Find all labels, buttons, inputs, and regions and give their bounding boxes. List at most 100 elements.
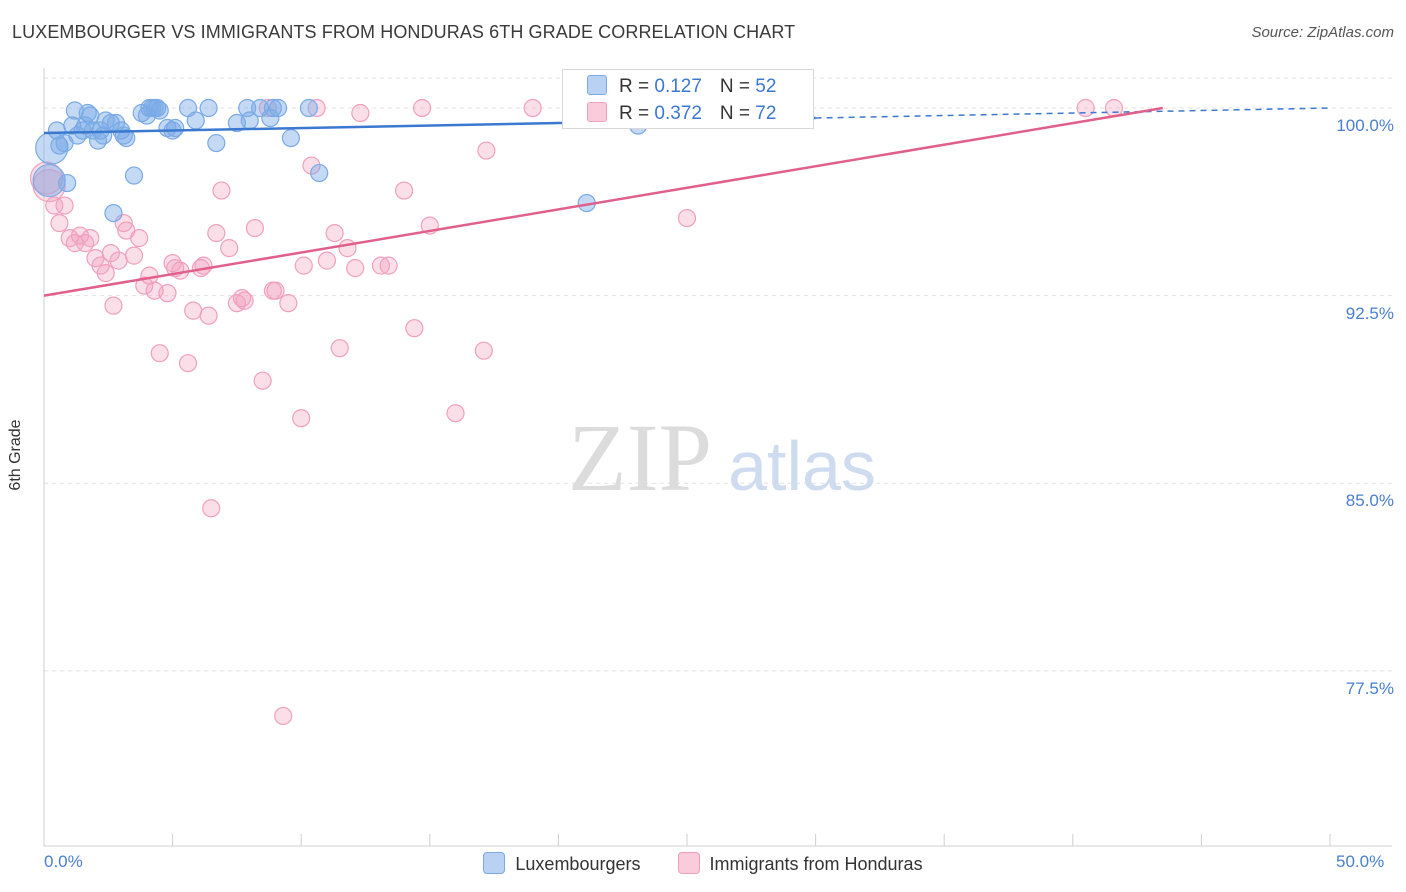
data-point-honduras — [274, 706, 293, 726]
data-point-honduras — [76, 234, 95, 253]
data-point-honduras — [55, 196, 74, 215]
data-point-luxembourgers — [268, 98, 288, 118]
y-tick-label: 100.0% — [1336, 116, 1394, 136]
data-point-honduras — [245, 218, 265, 238]
legend-r-value: 0.127 — [654, 76, 702, 97]
legend-n-value: 72 — [755, 103, 777, 124]
data-point-honduras — [338, 239, 357, 258]
data-point-luxembourgers — [148, 98, 167, 118]
data-point-luxembourgers — [117, 128, 136, 148]
data-point-honduras — [135, 276, 154, 295]
chart-source: Source: ZipAtlas.com — [1251, 24, 1394, 41]
gridlines — [44, 77, 1392, 672]
data-point-luxembourgers — [150, 101, 169, 120]
data-point-honduras — [235, 291, 254, 310]
data-point-honduras — [207, 224, 226, 243]
data-point-honduras — [394, 181, 414, 200]
legend-r-label: R = — [619, 103, 655, 124]
data-point-luxembourgers — [78, 103, 97, 123]
legend-label: Luxembourgers — [515, 854, 641, 874]
data-point-honduras — [677, 208, 697, 228]
data-point-honduras — [81, 229, 100, 248]
x-tick-label-min: 0.0% — [44, 852, 83, 871]
data-point-honduras — [371, 256, 391, 275]
watermark-atlas: atlas — [728, 427, 876, 505]
data-point-luxembourgers — [81, 106, 100, 125]
watermark-zip: ZIP — [568, 404, 712, 511]
data-point-luxembourgers — [281, 128, 301, 148]
trend-line-luxembourgers-extension — [815, 107, 1331, 119]
data-point-luxembourgers — [158, 118, 177, 138]
data-point-luxembourgers — [207, 133, 226, 153]
data-point-luxembourgers — [32, 163, 66, 198]
data-point-honduras — [101, 244, 120, 263]
series-legend: Luxembourgers Immigrants from Honduras — [0, 852, 1406, 875]
trend-lines — [43, 106, 1331, 297]
data-point-honduras — [104, 296, 123, 315]
data-point-honduras — [232, 289, 252, 308]
data-point-luxembourgers — [73, 121, 92, 140]
data-point-honduras — [474, 341, 493, 360]
data-point-luxembourgers — [63, 116, 82, 135]
data-point-honduras — [184, 301, 203, 320]
legend-n-label: N = — [719, 103, 756, 124]
data-point-honduras — [317, 251, 337, 270]
data-point-luxembourgers — [50, 136, 69, 155]
data-point-honduras — [523, 98, 542, 118]
data-point-honduras — [253, 371, 272, 390]
data-point-luxembourgers — [124, 166, 144, 185]
legend-item-honduras: Immigrants from Honduras — [677, 852, 923, 875]
data-point-honduras — [96, 264, 115, 283]
data-point-honduras — [163, 254, 182, 273]
data-point-honduras — [194, 256, 213, 275]
data-point-honduras — [158, 284, 177, 303]
data-point-luxembourgers — [104, 203, 123, 223]
data-point-honduras — [32, 168, 66, 203]
data-point-honduras — [130, 229, 149, 248]
data-point-luxembourgers — [186, 111, 205, 130]
data-point-honduras — [302, 156, 321, 175]
y-tick-label: 92.5% — [1345, 303, 1394, 323]
legend-label: Immigrants from Honduras — [709, 854, 923, 874]
data-point-honduras — [150, 344, 169, 363]
series-luxembourgers-points — [32, 98, 743, 223]
data-point-honduras — [405, 319, 424, 338]
data-point-honduras — [1076, 98, 1095, 118]
data-point-honduras — [294, 256, 313, 275]
data-point-honduras — [50, 213, 69, 233]
trend-line-honduras — [43, 106, 1164, 297]
data-point-honduras — [199, 306, 218, 325]
watermark: ZIP atlas — [568, 404, 876, 511]
x-tick-label-max: 50.0% — [1336, 852, 1385, 871]
correlation-legend: R = 0.127 N = 52 R = 0.372 N = 72 — [562, 69, 814, 129]
chart-title: LUXEMBOURGER VS IMMIGRANTS FROM HONDURAS… — [12, 22, 796, 42]
legend-n-value: 52 — [755, 76, 777, 97]
data-point-honduras — [307, 98, 326, 118]
data-point-honduras — [178, 354, 198, 373]
data-point-honduras — [292, 409, 311, 428]
data-point-luxembourgers — [299, 98, 319, 118]
data-point-honduras — [124, 246, 144, 265]
data-point-honduras — [212, 181, 231, 200]
data-point-honduras — [346, 259, 365, 278]
data-point-honduras — [279, 294, 298, 313]
y-tick-label: 85.0% — [1345, 491, 1394, 511]
data-point-honduras — [351, 103, 370, 123]
data-point-luxembourgers — [263, 98, 283, 118]
data-point-honduras — [446, 404, 465, 423]
legend-row-honduras: R = 0.372 N = 72 — [587, 102, 776, 126]
legend-row-luxembourgers: R = 0.127 N = 52 — [587, 75, 776, 99]
data-point-honduras — [266, 281, 285, 300]
legend-swatch-blue — [587, 75, 607, 95]
legend-swatch-blue — [483, 852, 506, 874]
legend-swatch-pink — [677, 852, 700, 874]
y-tick-label: 77.5% — [1345, 678, 1394, 698]
data-point-honduras — [202, 499, 221, 518]
data-point-luxembourgers — [199, 98, 218, 118]
data-point-luxembourgers — [58, 173, 77, 193]
legend-swatch-pink — [587, 102, 607, 122]
data-point-luxembourgers — [310, 163, 329, 183]
data-point-luxembourgers — [83, 121, 102, 140]
axes — [43, 68, 1392, 847]
